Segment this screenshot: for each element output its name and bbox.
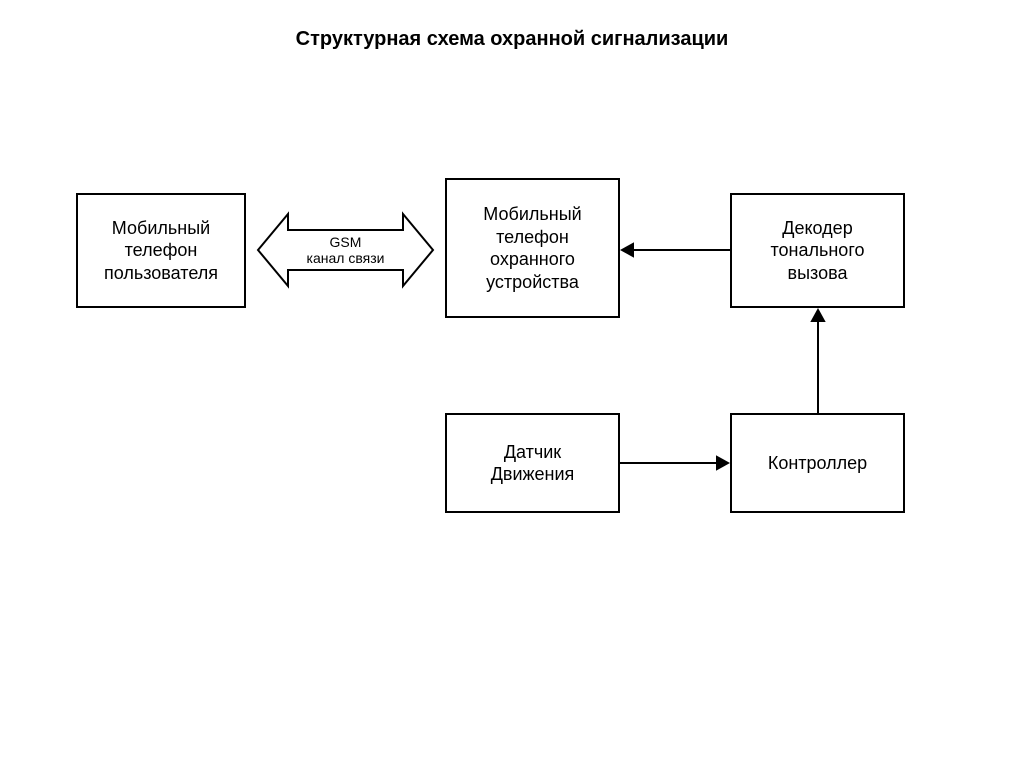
node-label: Декодертональноговызова [770, 217, 864, 285]
node-sensor: ДатчикДвижения [445, 413, 620, 513]
gsm-double-arrow-label: GSMканал связи [288, 232, 403, 268]
node-controller: Контроллер [730, 413, 905, 513]
node-label: ДатчикДвижения [491, 441, 575, 486]
node-label: Мобильныйтелефонохранногоустройства [483, 203, 581, 293]
node-user-phone: Мобильныйтелефонпользователя [76, 193, 246, 308]
node-label: Контроллер [768, 452, 867, 475]
node-guard-phone: Мобильныйтелефонохранногоустройства [445, 178, 620, 318]
edges-layer [0, 0, 1024, 767]
node-label: Мобильныйтелефонпользователя [104, 217, 218, 285]
node-decoder: Декодертональноговызова [730, 193, 905, 308]
gsm-double-arrow-icon [258, 214, 433, 286]
page-title: Структурная схема охранной сигнализации [0, 28, 1024, 51]
